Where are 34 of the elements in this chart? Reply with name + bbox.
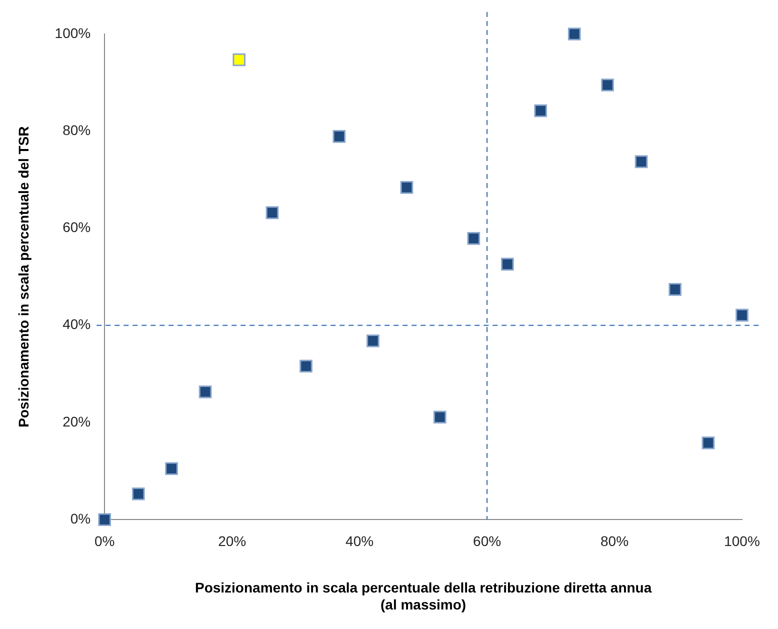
y-tick-label: 20% bbox=[62, 413, 91, 430]
y-tick-label: 40% bbox=[62, 316, 91, 332]
x-tick-label: 40% bbox=[346, 532, 374, 549]
x-tick-label: 80% bbox=[600, 532, 629, 549]
y-tick-label: 100% bbox=[54, 24, 91, 41]
point bbox=[601, 78, 614, 92]
point bbox=[165, 462, 178, 476]
point bbox=[668, 283, 682, 296]
x-tick-label: 20% bbox=[218, 532, 246, 549]
point bbox=[568, 28, 581, 40]
point bbox=[366, 334, 380, 348]
point bbox=[232, 53, 246, 66]
point bbox=[501, 258, 514, 271]
point bbox=[433, 410, 446, 424]
point bbox=[300, 360, 312, 373]
point bbox=[266, 206, 279, 220]
point bbox=[198, 385, 212, 398]
y-tick-label: 60% bbox=[62, 219, 91, 236]
point bbox=[467, 232, 480, 245]
x-tick-label: 60% bbox=[473, 532, 502, 549]
point bbox=[634, 155, 648, 168]
y-tick-label: 0% bbox=[70, 510, 91, 526]
x-axis-title: Posizionamento in scala percentuale della retribuzione diretta annua (al massimo) bbox=[194, 580, 652, 612]
x-tick-label: 100% bbox=[724, 532, 760, 549]
y-tick-label: 80% bbox=[62, 122, 91, 138]
point bbox=[132, 487, 145, 500]
point bbox=[400, 181, 414, 194]
point bbox=[98, 513, 112, 526]
point bbox=[702, 436, 715, 450]
point bbox=[332, 130, 346, 143]
x-tick-label: 0% bbox=[94, 532, 115, 549]
y-axis-title: Posizionamento in scala percentuale del TSR bbox=[15, 126, 32, 428]
point bbox=[736, 308, 748, 322]
point bbox=[534, 104, 547, 118]
